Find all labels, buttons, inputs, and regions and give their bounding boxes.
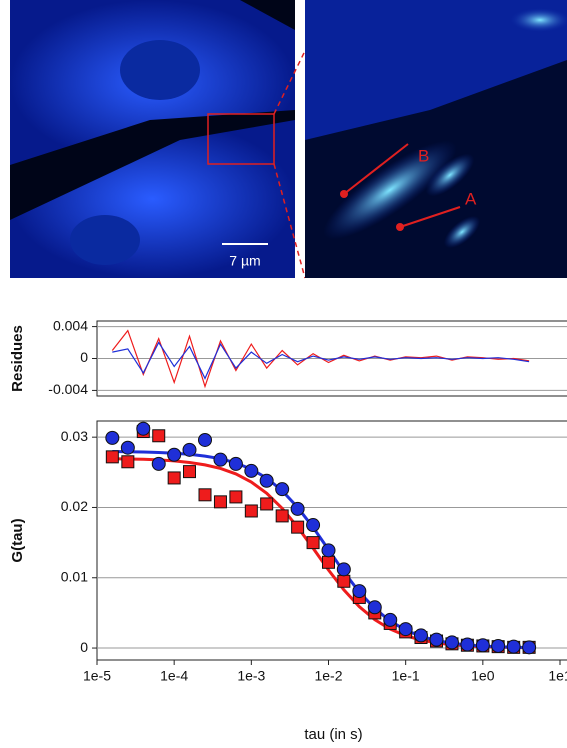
data-point	[228, 456, 243, 471]
data-point	[290, 501, 305, 516]
data-point	[337, 574, 351, 588]
data-point	[352, 584, 367, 599]
data-point	[105, 450, 119, 464]
data-point	[322, 555, 335, 569]
data-point	[306, 518, 321, 533]
data-point	[291, 520, 305, 534]
data-point	[121, 455, 135, 469]
x-axis-title: tau (in s)	[304, 726, 362, 743]
data-point	[522, 640, 537, 655]
x-tick-label: 1e-5	[83, 668, 111, 684]
data-point	[213, 452, 228, 467]
left-image: 7 µm	[10, 0, 295, 278]
point-label: B	[418, 146, 429, 165]
data-point	[105, 430, 120, 445]
y-axis-title: G(tau)	[9, 518, 26, 562]
data-point	[136, 421, 151, 436]
data-point	[167, 447, 182, 462]
data-point	[229, 490, 243, 504]
y-tick-label: 0.01	[61, 568, 88, 584]
scale-bar-label: 7 µm	[229, 253, 260, 269]
data-point	[444, 635, 459, 650]
data-point	[383, 612, 398, 627]
y-tick-label: 0	[80, 639, 88, 655]
data-point	[336, 562, 351, 577]
data-point	[167, 471, 181, 485]
series-line	[112, 450, 530, 650]
data-point	[182, 465, 196, 479]
data-point	[151, 456, 166, 471]
x-tick-label: 1e-4	[160, 668, 188, 684]
data-point	[120, 440, 135, 455]
data-point	[306, 536, 320, 550]
data-point	[275, 482, 290, 497]
x-tick-label: 1e0	[471, 668, 495, 684]
data-point	[182, 442, 197, 457]
data-point	[213, 495, 227, 509]
x-tick-label: 1e-1	[392, 668, 420, 684]
data-point	[491, 638, 506, 653]
data-point	[321, 543, 336, 558]
y-tick-label: -0.004	[48, 381, 88, 397]
data-point	[244, 504, 258, 518]
y-axis-title: Residues	[9, 325, 26, 392]
data-point	[244, 463, 259, 478]
data-point	[198, 432, 213, 447]
series-line	[112, 341, 530, 380]
data-point	[398, 622, 413, 637]
data-point	[260, 497, 274, 511]
x-tick-label: 1e-3	[237, 668, 265, 684]
data-point	[259, 473, 274, 488]
data-point	[429, 632, 444, 647]
y-tick-label: 0	[80, 349, 88, 365]
data-point	[367, 600, 382, 615]
data-point	[506, 639, 521, 654]
point-label: A	[465, 189, 477, 208]
right-image: B A	[305, 0, 567, 278]
data-point	[413, 628, 428, 643]
y-tick-label: 0.03	[61, 428, 88, 444]
x-tick-label: 1e-2	[314, 668, 342, 684]
data-point	[275, 509, 289, 523]
data-point	[152, 429, 166, 443]
x-tick-label: 1e1	[548, 668, 567, 684]
y-tick-label: 0.004	[53, 317, 88, 333]
data-point	[475, 638, 490, 653]
data-point	[198, 488, 212, 502]
data-point	[460, 637, 475, 652]
y-tick-label: 0.02	[61, 498, 88, 514]
